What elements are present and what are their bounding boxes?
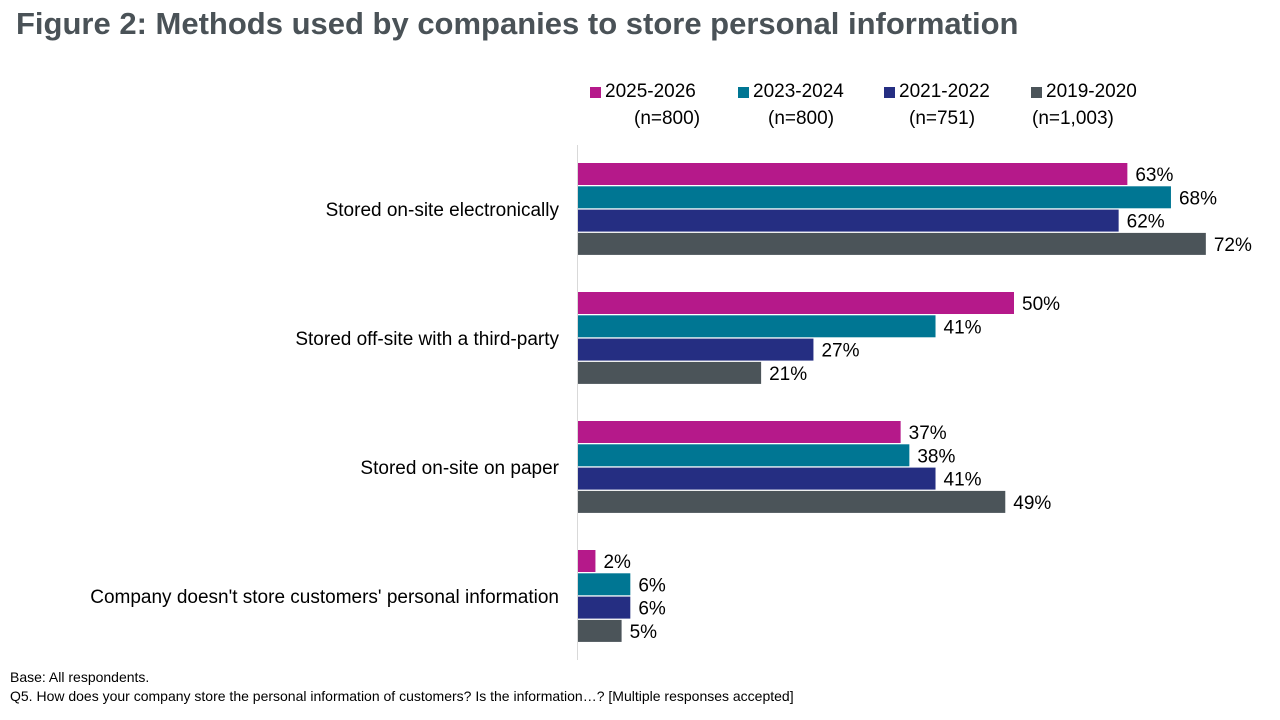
- data-label: 50%: [1022, 294, 1060, 315]
- category-label: Stored off-site with a third-party: [295, 329, 559, 350]
- data-label: 72%: [1214, 235, 1252, 256]
- chart-title: Figure 2: Methods used by companies to s…: [16, 6, 1019, 41]
- legend-label-2019-2020: 2019-2020: [1046, 81, 1137, 102]
- footnote-base: Base: All respondents.: [10, 669, 150, 685]
- data-label: 37%: [909, 423, 947, 444]
- data-label: 49%: [1013, 493, 1051, 514]
- data-label: 38%: [917, 446, 955, 467]
- bar-2025-2026: [578, 421, 901, 443]
- legend-n-2021-2022: (n=751): [909, 108, 976, 129]
- data-label: 62%: [1127, 212, 1165, 233]
- data-label: 6%: [638, 599, 666, 620]
- data-label: 27%: [821, 341, 859, 362]
- bar-2019-2020: [578, 232, 1206, 255]
- data-label: 6%: [638, 575, 666, 596]
- bar-2025-2026: [578, 550, 596, 572]
- category-label: Company doesn't store customers' persona…: [90, 587, 559, 608]
- legend-swatch-2019-2020: [1031, 87, 1042, 98]
- legend-swatch-2023-2024: [738, 87, 749, 98]
- bar-2023-2024: [578, 186, 1171, 209]
- bar-2023-2024: [578, 573, 631, 596]
- footnote-question: Q5. How does your company store the pers…: [10, 688, 794, 704]
- legend-swatch-2025-2026: [590, 87, 601, 98]
- bar-2019-2020: [578, 361, 762, 384]
- bar-2025-2026: [578, 163, 1128, 185]
- bar-2023-2024: [578, 444, 910, 467]
- data-label: 41%: [944, 317, 982, 338]
- legend-n-2025-2026: (n=800): [634, 108, 701, 129]
- bar-2021-2022: [578, 338, 814, 361]
- legend-label-2025-2026: 2025-2026: [605, 81, 696, 102]
- legend-label-2023-2024: 2023-2024: [753, 81, 844, 102]
- category-label: Stored on-site on paper: [360, 458, 559, 479]
- bar-2023-2024: [578, 315, 936, 338]
- category-label: Stored on-site electronically: [326, 200, 560, 221]
- bar-2021-2022: [578, 596, 631, 619]
- data-label: 2%: [603, 552, 631, 573]
- bar-2021-2022: [578, 467, 936, 490]
- legend-swatch-2021-2022: [884, 87, 895, 98]
- data-label: 21%: [769, 364, 807, 385]
- legend-n-2019-2020: (n=1,003): [1032, 108, 1114, 129]
- data-label: 63%: [1135, 165, 1173, 186]
- data-label: 68%: [1179, 188, 1217, 209]
- bar-2019-2020: [578, 490, 1006, 513]
- bar-2025-2026: [578, 292, 1014, 314]
- data-label: 41%: [944, 470, 982, 491]
- legend-n-2023-2024: (n=800): [768, 108, 835, 129]
- bar-2021-2022: [578, 209, 1119, 232]
- legend-label-2021-2022: 2021-2022: [899, 81, 990, 102]
- bar-2019-2020: [578, 619, 622, 642]
- data-label: 5%: [630, 622, 658, 643]
